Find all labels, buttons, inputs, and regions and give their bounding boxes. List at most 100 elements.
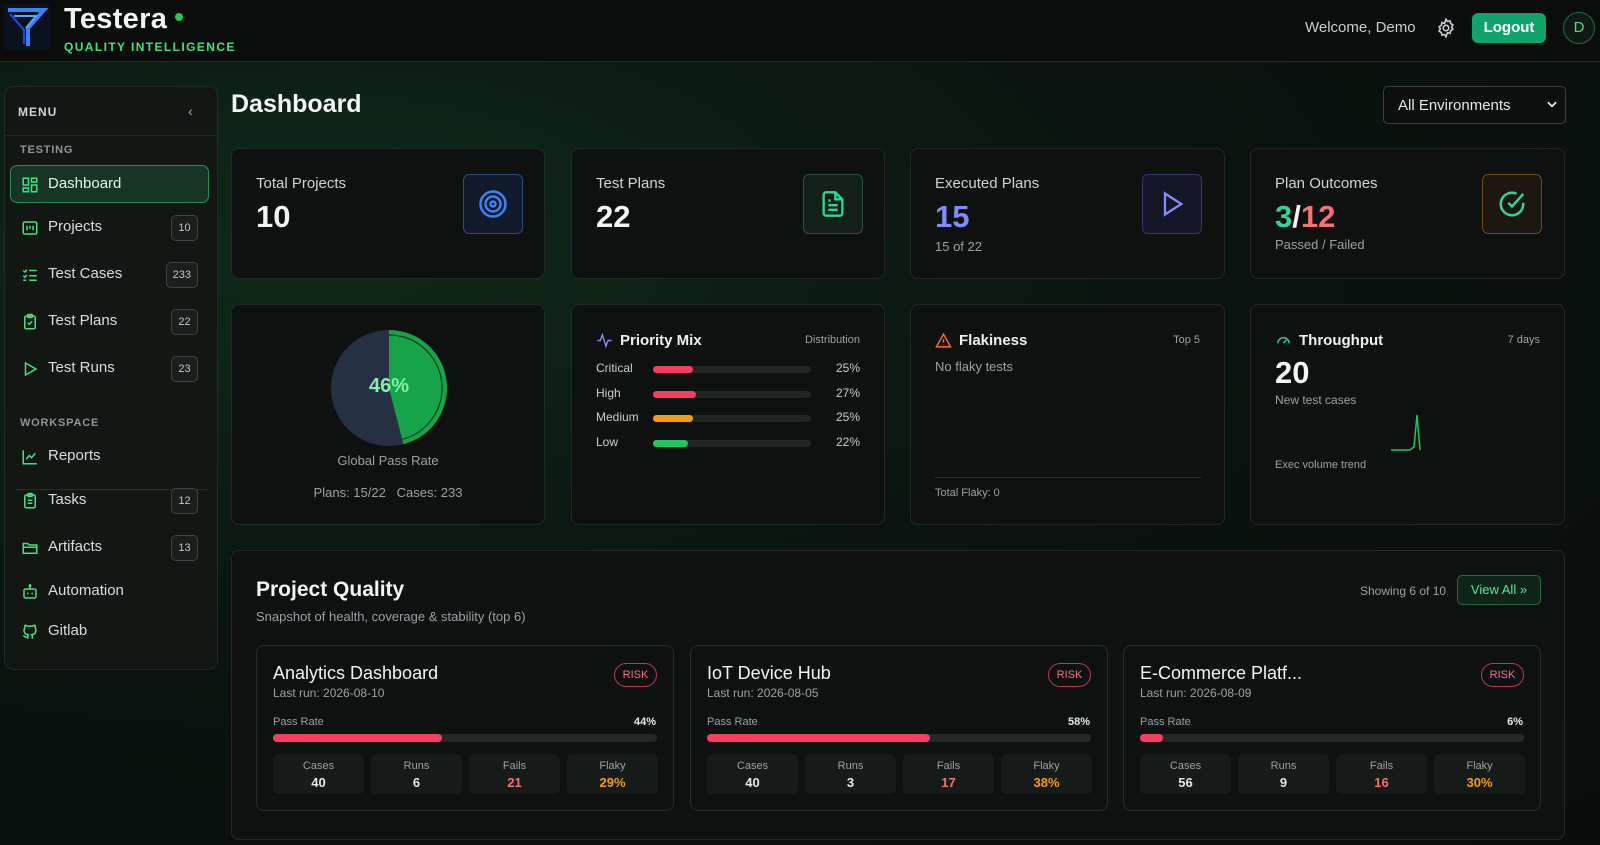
- panel-meta: Top 5: [1173, 334, 1200, 346]
- priority-row: Critical 25%: [596, 361, 860, 375]
- sidebar-item-gitlab[interactable]: Gitlab: [10, 612, 209, 650]
- test-cases-icon: [22, 269, 37, 281]
- view-all-button[interactable]: View All »: [1457, 575, 1541, 605]
- showing-count: Showing 6 of 10: [1360, 584, 1447, 598]
- cases-summary: Cases: 233: [396, 485, 463, 500]
- metric-value: 40: [745, 775, 760, 790]
- pass-rate-card: 46% Global Pass Rate Plans: 15/22 Cases:…: [231, 304, 545, 525]
- sidebar-item-projects[interactable]: Projects 10: [10, 208, 209, 246]
- project-card[interactable]: Analytics Dashboard Last run: 2026-08-10 R…: [256, 645, 674, 811]
- logo-icon: [4, 4, 50, 50]
- pass-rate-fill: [273, 734, 442, 742]
- metric-value: 3: [846, 775, 855, 790]
- section-subtitle: Snapshot of health, coverage & stability…: [256, 609, 526, 624]
- sidebar-item-reports[interactable]: Reports: [10, 437, 209, 475]
- avatar[interactable]: D: [1563, 12, 1595, 44]
- count-badge: 22: [171, 309, 198, 335]
- metric-value: 21: [507, 775, 522, 790]
- priority-percent: 22%: [835, 435, 860, 449]
- metric-cases: Cases 40: [273, 754, 364, 794]
- metric-fails: Fails 21: [469, 754, 560, 794]
- sidebar-item-test-runs[interactable]: Test Runs 23: [10, 349, 209, 387]
- throughput-card: Throughput 7 days 20 New test cases Exec…: [1250, 304, 1565, 525]
- logout-button[interactable]: Logout: [1472, 13, 1546, 43]
- count-badge: 13: [171, 535, 198, 561]
- panel-title: Priority Mix: [620, 332, 702, 349]
- sidebar-item-artifacts[interactable]: Artifacts 13: [10, 528, 209, 566]
- pass-rate-fill: [1140, 734, 1164, 742]
- project-card[interactable]: E-Commerce Platf... Last run: 2026-08-09 R…: [1123, 645, 1541, 811]
- brand-name: Testera: [64, 3, 184, 36]
- sidebar-item-label: Automation: [48, 582, 124, 599]
- pass-rate-track: [707, 734, 1091, 742]
- chart-line-icon: [22, 450, 37, 465]
- risk-badge: RISK: [614, 663, 657, 687]
- gitlab-icon: [23, 624, 37, 639]
- priority-row: High 27%: [596, 386, 860, 400]
- risk-badge: RISK: [1481, 663, 1524, 687]
- check-circle-icon: [1482, 174, 1542, 234]
- priority-bar-track: [653, 391, 811, 398]
- section-title: Project Quality: [256, 578, 405, 601]
- metric-value: 6: [412, 775, 421, 790]
- priority-bar-track: [653, 366, 811, 373]
- metric-label: Fails: [1369, 760, 1394, 772]
- project-name: Analytics Dashboard: [273, 663, 439, 683]
- gear-icon[interactable]: [1435, 17, 1457, 39]
- panel-title: Flakiness: [959, 332, 1028, 349]
- project-card[interactable]: IoT Device Hub Last run: 2026-08-05 RISK Pa…: [690, 645, 1108, 811]
- sidebar-item-test-plans[interactable]: Test Plans 22: [10, 302, 209, 340]
- metric-label: Fails: [502, 760, 527, 772]
- exec-volume-sparkline: [1391, 414, 1421, 451]
- environment-select-value: All Environments: [1398, 97, 1511, 114]
- pass-rate-track: [273, 734, 657, 742]
- collapse-sidebar-button[interactable]: ‹: [188, 103, 193, 119]
- sidebar-item-automation[interactable]: Automation: [10, 572, 209, 610]
- section-label-workspace: WORKSPACE: [20, 417, 100, 429]
- priority-bar-fill: [653, 366, 693, 373]
- environment-select[interactable]: All Environments: [1383, 86, 1566, 124]
- priority-label: Low: [596, 435, 619, 449]
- top-header: Testera QUALITY INTELLIGENCE Welcome, De…: [0, 0, 1600, 62]
- sidebar-item-dashboard[interactable]: Dashboard: [10, 165, 209, 203]
- stat-title: Test Plans: [596, 175, 666, 192]
- metric-flaky: Flaky 30%: [1434, 754, 1525, 794]
- project-name: IoT Device Hub: [707, 663, 831, 683]
- project-quality-section: Project Quality Snapshot of health, cove…: [231, 550, 1565, 840]
- projects-icon: [22, 221, 38, 235]
- pass-rate-donut: [331, 330, 448, 446]
- trend-label: Exec volume trend: [1275, 459, 1367, 471]
- sidebar-item-label: Test Runs: [48, 359, 115, 376]
- metric-runs: Runs 3: [805, 754, 896, 794]
- passed-count: 3: [1275, 199, 1293, 234]
- metric-label: Flaky: [599, 760, 626, 772]
- metric-label: Runs: [1270, 760, 1297, 772]
- priority-bar-track: [653, 440, 811, 447]
- stat-subtitle: 15 of 22: [935, 239, 982, 254]
- sidebar-item-tasks[interactable]: Tasks 12: [10, 481, 209, 519]
- dashboard-icon: [22, 177, 38, 193]
- panel-meta: Distribution: [804, 334, 860, 346]
- pass-rate-inner-line: [388, 334, 443, 440]
- priority-bar-fill: [653, 440, 688, 447]
- pass-rate-label: Global Pass Rate: [337, 453, 439, 468]
- metric-label: Cases: [302, 760, 335, 772]
- throughput-value: 20: [1275, 355, 1310, 390]
- metric-label: Flaky: [1033, 760, 1060, 772]
- pass-rate-label: Pass Rate: [707, 716, 758, 728]
- metric-label: Cases: [736, 760, 769, 772]
- sidebar-item-label: Test Cases: [48, 265, 123, 282]
- priority-mix-card: Priority Mix Distribution Critical 25% Hig…: [571, 304, 885, 525]
- stat-title: Plan Outcomes: [1275, 175, 1378, 192]
- metric-cases: Cases 56: [1140, 754, 1231, 794]
- sidebar-item-label: Test Plans: [48, 312, 118, 329]
- play-icon: [24, 361, 38, 377]
- pass-rate-track: [1140, 734, 1524, 742]
- activity-icon: [597, 332, 612, 349]
- metric-label: Cases: [1169, 760, 1202, 772]
- tasks-icon: [24, 492, 36, 509]
- metric-value: 56: [1178, 775, 1193, 790]
- sidebar-item-test-cases[interactable]: Test Cases 233: [10, 255, 209, 293]
- metric-value: 16: [1374, 775, 1389, 790]
- metric-value: 40: [311, 775, 326, 790]
